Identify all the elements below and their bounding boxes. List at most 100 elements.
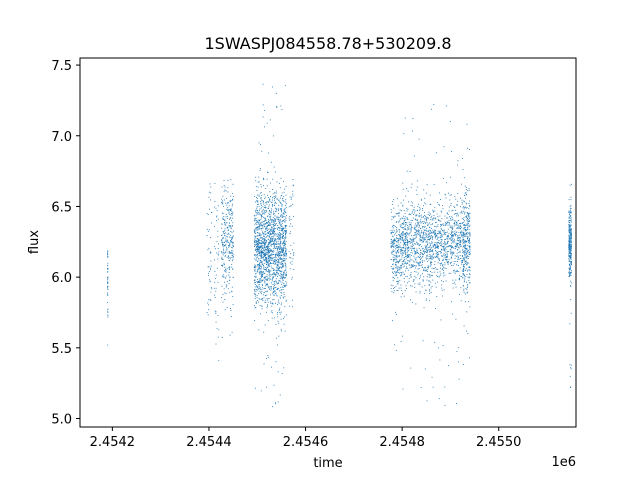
data-point	[570, 224, 572, 226]
data-point	[280, 247, 282, 249]
data-point	[273, 286, 275, 288]
data-point	[409, 265, 411, 267]
data-point	[404, 241, 405, 243]
data-point	[278, 252, 280, 253]
data-point	[570, 312, 572, 314]
data-point	[230, 227, 232, 229]
data-point	[399, 226, 401, 228]
data-point	[447, 224, 449, 226]
data-point	[256, 220, 257, 222]
data-point	[410, 367, 412, 369]
data-point	[269, 251, 271, 253]
data-point	[457, 240, 459, 241]
data-point	[452, 241, 454, 243]
data-point	[469, 220, 471, 222]
data-point	[266, 262, 268, 264]
data-point	[277, 273, 279, 275]
data-point	[440, 235, 442, 237]
data-point	[264, 198, 266, 200]
data-point	[229, 218, 230, 220]
data-point	[267, 215, 269, 217]
data-point	[462, 240, 464, 242]
data-point	[257, 264, 259, 266]
data-point	[278, 250, 280, 252]
data-point	[273, 241, 275, 243]
data-point	[278, 262, 280, 264]
data-point	[284, 275, 286, 277]
data-point	[267, 244, 269, 246]
data-point	[462, 234, 464, 236]
data-point	[226, 280, 228, 282]
data-point	[269, 234, 271, 236]
data-point	[467, 291, 469, 293]
data-point	[280, 241, 282, 242]
data-point	[283, 216, 285, 218]
data-point	[406, 218, 408, 220]
data-point	[275, 218, 277, 220]
data-point	[271, 230, 273, 232]
data-point	[393, 267, 395, 269]
data-point	[457, 220, 459, 222]
data-point	[391, 246, 393, 247]
data-point	[209, 281, 211, 283]
data-point	[283, 283, 285, 285]
data-point	[273, 269, 275, 271]
data-point	[569, 244, 571, 246]
data-point	[263, 235, 265, 237]
data-point	[268, 274, 270, 276]
data-point	[228, 226, 230, 228]
data-point	[428, 236, 430, 238]
data-point	[417, 274, 419, 276]
data-point	[568, 263, 570, 265]
data-point	[277, 301, 279, 303]
data-point	[454, 213, 455, 215]
data-point	[258, 251, 260, 252]
data-point	[277, 258, 278, 260]
data-point	[568, 216, 570, 218]
data-point	[273, 256, 275, 258]
data-point	[399, 246, 401, 248]
data-point	[571, 228, 572, 230]
data-point	[107, 293, 109, 295]
data-point	[268, 256, 270, 258]
data-point	[261, 291, 263, 293]
data-point	[256, 206, 258, 208]
data-point	[263, 252, 264, 253]
data-point	[412, 205, 413, 207]
data-point	[464, 261, 466, 263]
data-point	[277, 262, 279, 263]
data-point	[427, 265, 429, 267]
data-point	[406, 233, 408, 235]
data-point	[457, 164, 459, 166]
data-point	[275, 247, 277, 249]
data-point	[447, 251, 448, 253]
data-point	[401, 210, 402, 212]
data-point	[415, 277, 417, 279]
data-point	[268, 241, 270, 243]
data-point	[467, 333, 469, 334]
data-point	[440, 273, 442, 275]
data-point	[469, 248, 471, 250]
data-point	[420, 227, 422, 229]
data-point	[462, 246, 464, 248]
data-point	[272, 230, 274, 232]
data-point	[435, 233, 436, 235]
data-point	[393, 240, 395, 242]
data-point	[413, 251, 415, 253]
data-point	[266, 267, 268, 269]
data-point	[254, 290, 256, 292]
data-point	[256, 287, 258, 289]
data-point	[433, 267, 435, 269]
data-point	[395, 274, 397, 276]
data-point	[429, 246, 431, 248]
data-point	[256, 196, 257, 198]
data-point	[228, 272, 230, 274]
data-point	[275, 256, 277, 258]
data-point	[266, 262, 268, 264]
data-point	[399, 229, 401, 231]
data-point	[277, 235, 279, 237]
data-point	[570, 234, 572, 236]
data-point	[232, 222, 234, 224]
data-point	[271, 251, 273, 253]
data-point	[275, 278, 277, 280]
